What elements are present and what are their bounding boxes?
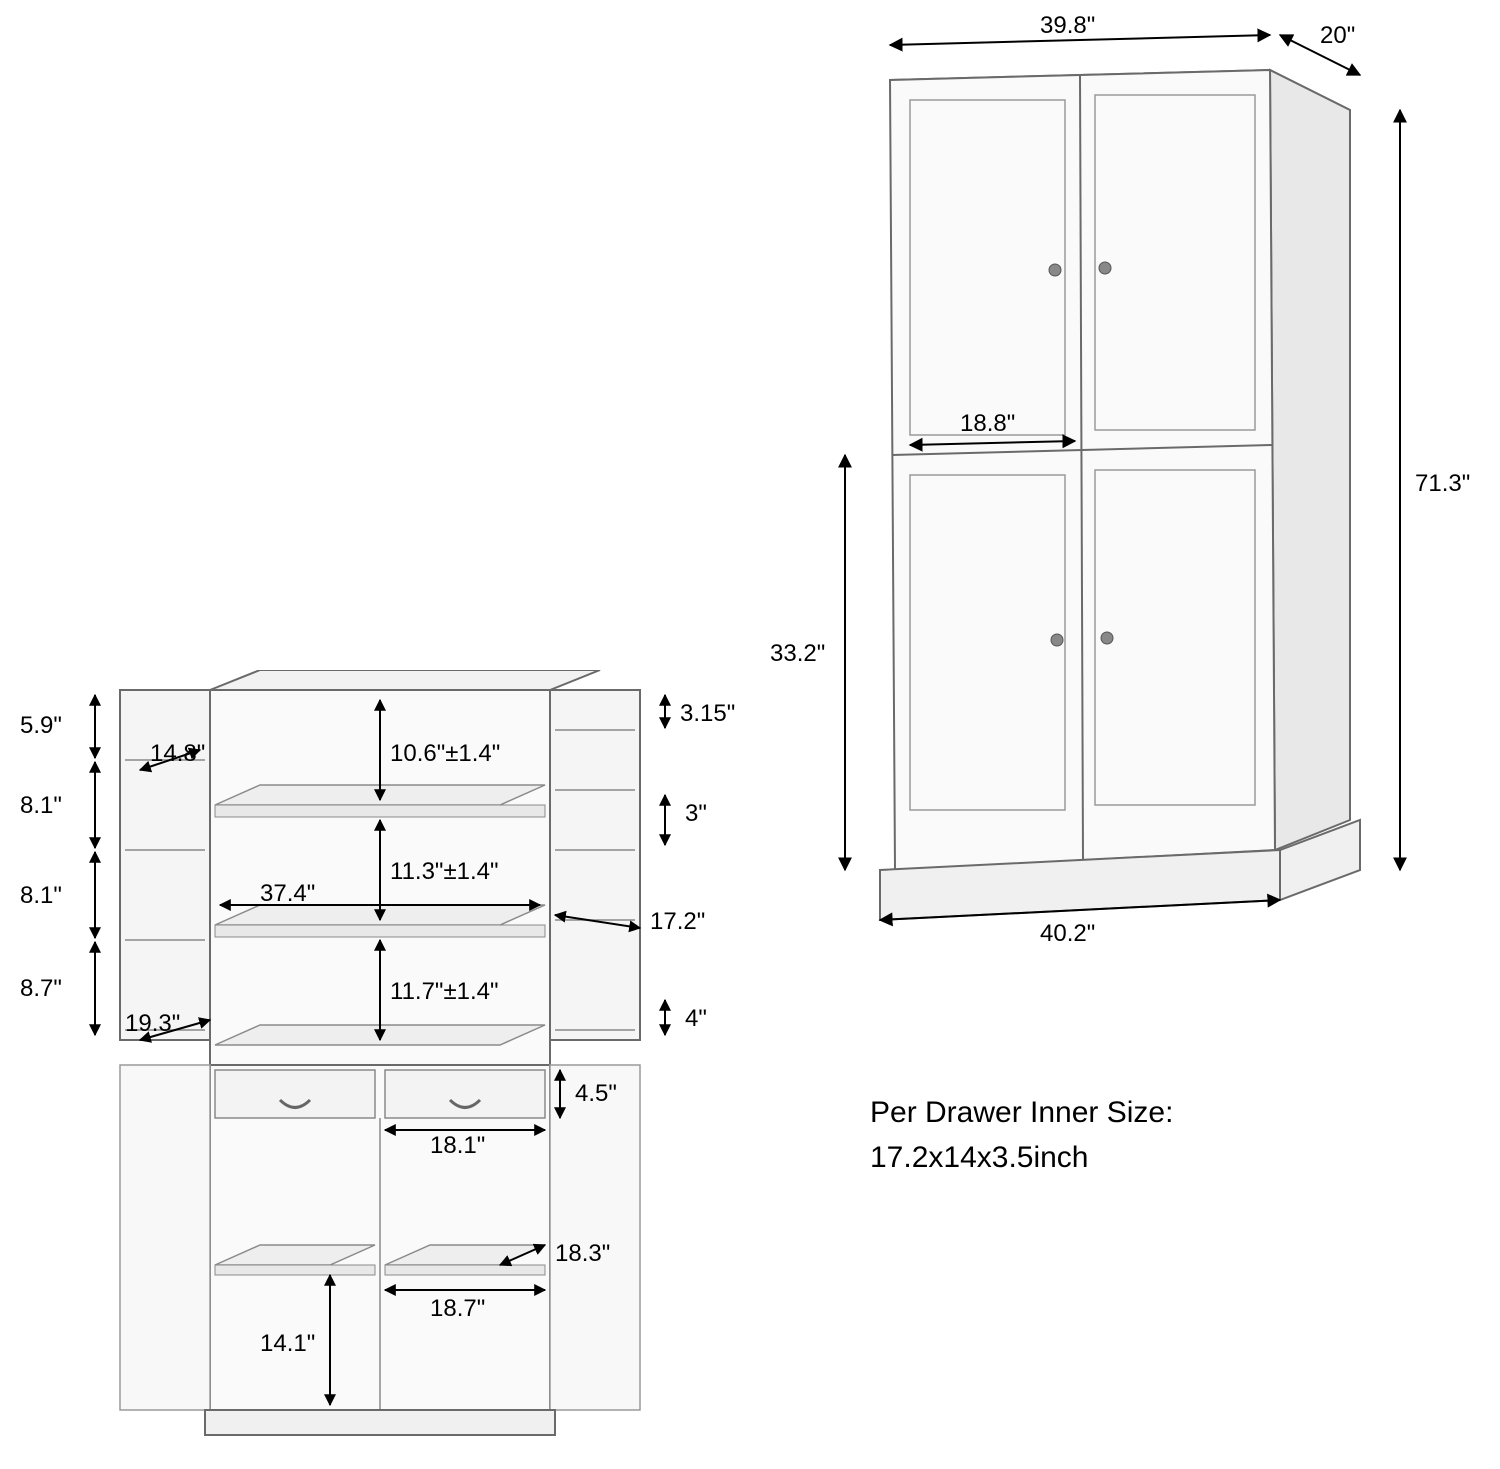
dim-lower-shelf-w: 18.7"	[430, 1295, 485, 1323]
caption-line2: 17.2x14x3.5inch	[870, 1141, 1089, 1174]
dim-right-h1: 3.15"	[680, 700, 735, 728]
dim-drawer-w: 18.1"	[430, 1132, 485, 1160]
dim-top-width: 39.8"	[1040, 12, 1095, 40]
dim-base-width: 40.2"	[1040, 920, 1095, 948]
dim-left-depth1: 14.8"	[150, 740, 205, 768]
closed-cabinet-svg	[780, 0, 1480, 930]
dim-left-h2: 8.1"	[20, 792, 62, 820]
dim-door-width: 18.8"	[960, 410, 1015, 438]
dim-shelf-h1: 10.6"±1.4"	[390, 740, 500, 768]
dim-left-h4: 8.7"	[20, 975, 62, 1003]
dim-left-h1: 5.9"	[20, 712, 62, 740]
dim-top-depth: 20"	[1320, 22, 1355, 50]
dim-full-height: 71.3"	[1415, 470, 1470, 498]
open-cabinet-svg	[0, 670, 760, 1440]
dim-left-h3: 8.1"	[20, 882, 62, 910]
dim-lower-shelf-d: 18.3"	[555, 1240, 610, 1268]
dim-inner-width: 37.4"	[260, 880, 315, 908]
dim-right-h2: 3"	[685, 800, 707, 828]
dim-right-h4: 4"	[685, 1005, 707, 1033]
dim-shelf-h3: 11.7"±1.4"	[390, 978, 499, 1006]
dim-drawer-h: 4.5"	[575, 1080, 617, 1108]
dim-lower-h: 14.1"	[260, 1330, 315, 1358]
caption-line1: Per Drawer Inner Size:	[870, 1096, 1173, 1129]
dim-lower-height: 33.2"	[770, 640, 825, 668]
diagram-canvas: 39.8" 20" 71.3" 33.2" 18.8" 40.2"	[0, 0, 1500, 1469]
dim-left-depth2: 19.3"	[125, 1010, 180, 1038]
dim-shelf-h2: 11.3"±1.4"	[390, 858, 499, 886]
dim-right-h3: 17.2"	[650, 908, 705, 936]
caption-text: Per Drawer Inner Size: 17.2x14x3.5inch	[870, 1090, 1173, 1180]
